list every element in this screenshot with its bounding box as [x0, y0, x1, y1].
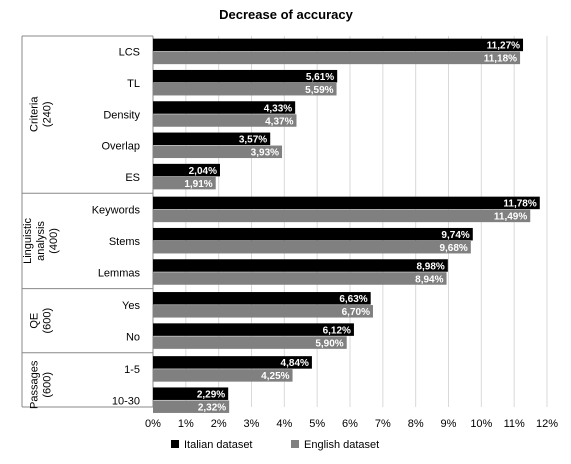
data-label: 1,91% — [184, 179, 212, 190]
data-label: 2,04% — [189, 166, 217, 177]
data-label: 11,78% — [503, 199, 536, 210]
x-tick-label: 7% — [375, 418, 391, 430]
group-label-line: (400) — [48, 228, 60, 254]
group-label-line: Linguistic — [22, 218, 34, 264]
bar-english — [153, 145, 283, 159]
data-label: 6,70% — [342, 307, 370, 318]
bar-italian — [153, 196, 540, 210]
category-labels: LCS TL Density Overlap ES Keywords Stems Lemmas… — [92, 47, 141, 408]
bar-english — [153, 209, 531, 223]
category-label: Stems — [109, 236, 141, 248]
category-label: Keywords — [92, 205, 141, 217]
data-label: 9,68% — [439, 243, 467, 254]
bar-english — [153, 176, 216, 190]
category-label: No — [126, 331, 140, 343]
category-label: TL — [127, 78, 140, 90]
group-label-line: analysis — [35, 221, 47, 261]
data-label: 2,29% — [197, 389, 225, 400]
legend-swatch-english — [291, 440, 299, 448]
x-tick-label: 6% — [342, 418, 358, 430]
group-label-line: Passages — [29, 360, 41, 409]
x-tick-label: 2% — [211, 418, 227, 430]
bar-italian — [153, 387, 229, 400]
data-label: 11,18% — [484, 54, 517, 65]
group-label-line: QE — [29, 313, 41, 329]
bar-english — [153, 336, 347, 349]
category-label: 10-30 — [112, 395, 140, 407]
bar-english — [153, 305, 373, 318]
x-tick-label: 10% — [470, 418, 492, 430]
bar-italian — [153, 101, 296, 114]
x-tick-label: 8% — [408, 418, 424, 430]
data-label: 3,93% — [251, 148, 279, 159]
x-tick-labels: 0% 1% 2% 3% 4% 5% 6% 7% 8% 9% 10% 11% 12% — [145, 418, 558, 430]
data-label: 11,27% — [487, 41, 520, 52]
bar-english — [153, 272, 447, 285]
x-tick-label: 5% — [309, 418, 325, 430]
bar-italian — [153, 132, 271, 146]
data-label: 6,12% — [323, 325, 351, 336]
group-label-line: (240) — [42, 101, 54, 127]
data-label: 8,94% — [415, 274, 443, 285]
data-label: 4,84% — [281, 358, 309, 369]
legend-swatch-italian — [171, 440, 179, 448]
data-label: 8,98% — [416, 261, 444, 272]
bar-italian — [153, 163, 220, 177]
x-tick-label: 11% — [504, 418, 525, 430]
x-tick-label: 1% — [178, 418, 194, 430]
bar-english — [153, 114, 297, 127]
x-tick-label: 12% — [536, 418, 558, 430]
group-label-line: (600) — [42, 308, 54, 334]
category-label: Overlap — [101, 141, 140, 153]
x-tick-label: 9% — [441, 418, 457, 430]
group-label-line: (600) — [42, 372, 54, 398]
bar-english — [153, 400, 230, 413]
category-label: Density — [103, 109, 140, 121]
bar-italian — [153, 292, 371, 305]
bar-italian — [153, 69, 338, 83]
x-tick-label: 3% — [244, 418, 260, 430]
data-label: 2,32% — [198, 402, 226, 413]
data-label: 4,33% — [264, 103, 292, 114]
category-label: Yes — [122, 300, 140, 312]
data-label: 5,61% — [306, 72, 334, 83]
bar-italian — [153, 323, 354, 336]
legend: Italian dataset English dataset — [171, 439, 379, 451]
data-labels: 11,27% 11,18% 5,61% 5,59% 4,33% 4,37% 3,57% 3,9… — [184, 41, 537, 414]
legend-label: English dataset — [304, 439, 379, 451]
data-label: 4,37% — [265, 116, 293, 127]
data-label: 9,74% — [441, 230, 469, 241]
group-label-line: Criteria — [29, 96, 41, 132]
bar-english — [153, 240, 471, 254]
x-tick-label: 4% — [276, 418, 292, 430]
data-label: 6,63% — [339, 294, 367, 305]
category-label: ES — [125, 172, 140, 184]
data-label: 3,57% — [239, 135, 267, 146]
bar-italian — [153, 38, 524, 52]
bar-english — [153, 51, 521, 65]
bar-italian — [153, 227, 473, 241]
data-label: 5,59% — [305, 85, 333, 96]
bar-english — [153, 369, 293, 382]
data-label: 4,25% — [261, 371, 289, 382]
bar-italian — [153, 259, 448, 272]
bar-italian — [153, 356, 312, 369]
category-label: 1-5 — [124, 364, 140, 376]
category-label: Lemmas — [98, 267, 141, 279]
legend-label: Italian dataset — [184, 439, 253, 451]
group-labels: Criteria (240)Linguistic analysis (400)QE (6… — [22, 96, 60, 409]
bars — [153, 38, 540, 413]
bar-english — [153, 82, 337, 96]
data-label: 11,49% — [494, 212, 527, 223]
data-label: 5,90% — [315, 338, 343, 349]
category-label: LCS — [119, 47, 140, 59]
x-tick-label: 0% — [145, 418, 161, 430]
chart-title: Decrease of accuracy — [219, 7, 353, 22]
